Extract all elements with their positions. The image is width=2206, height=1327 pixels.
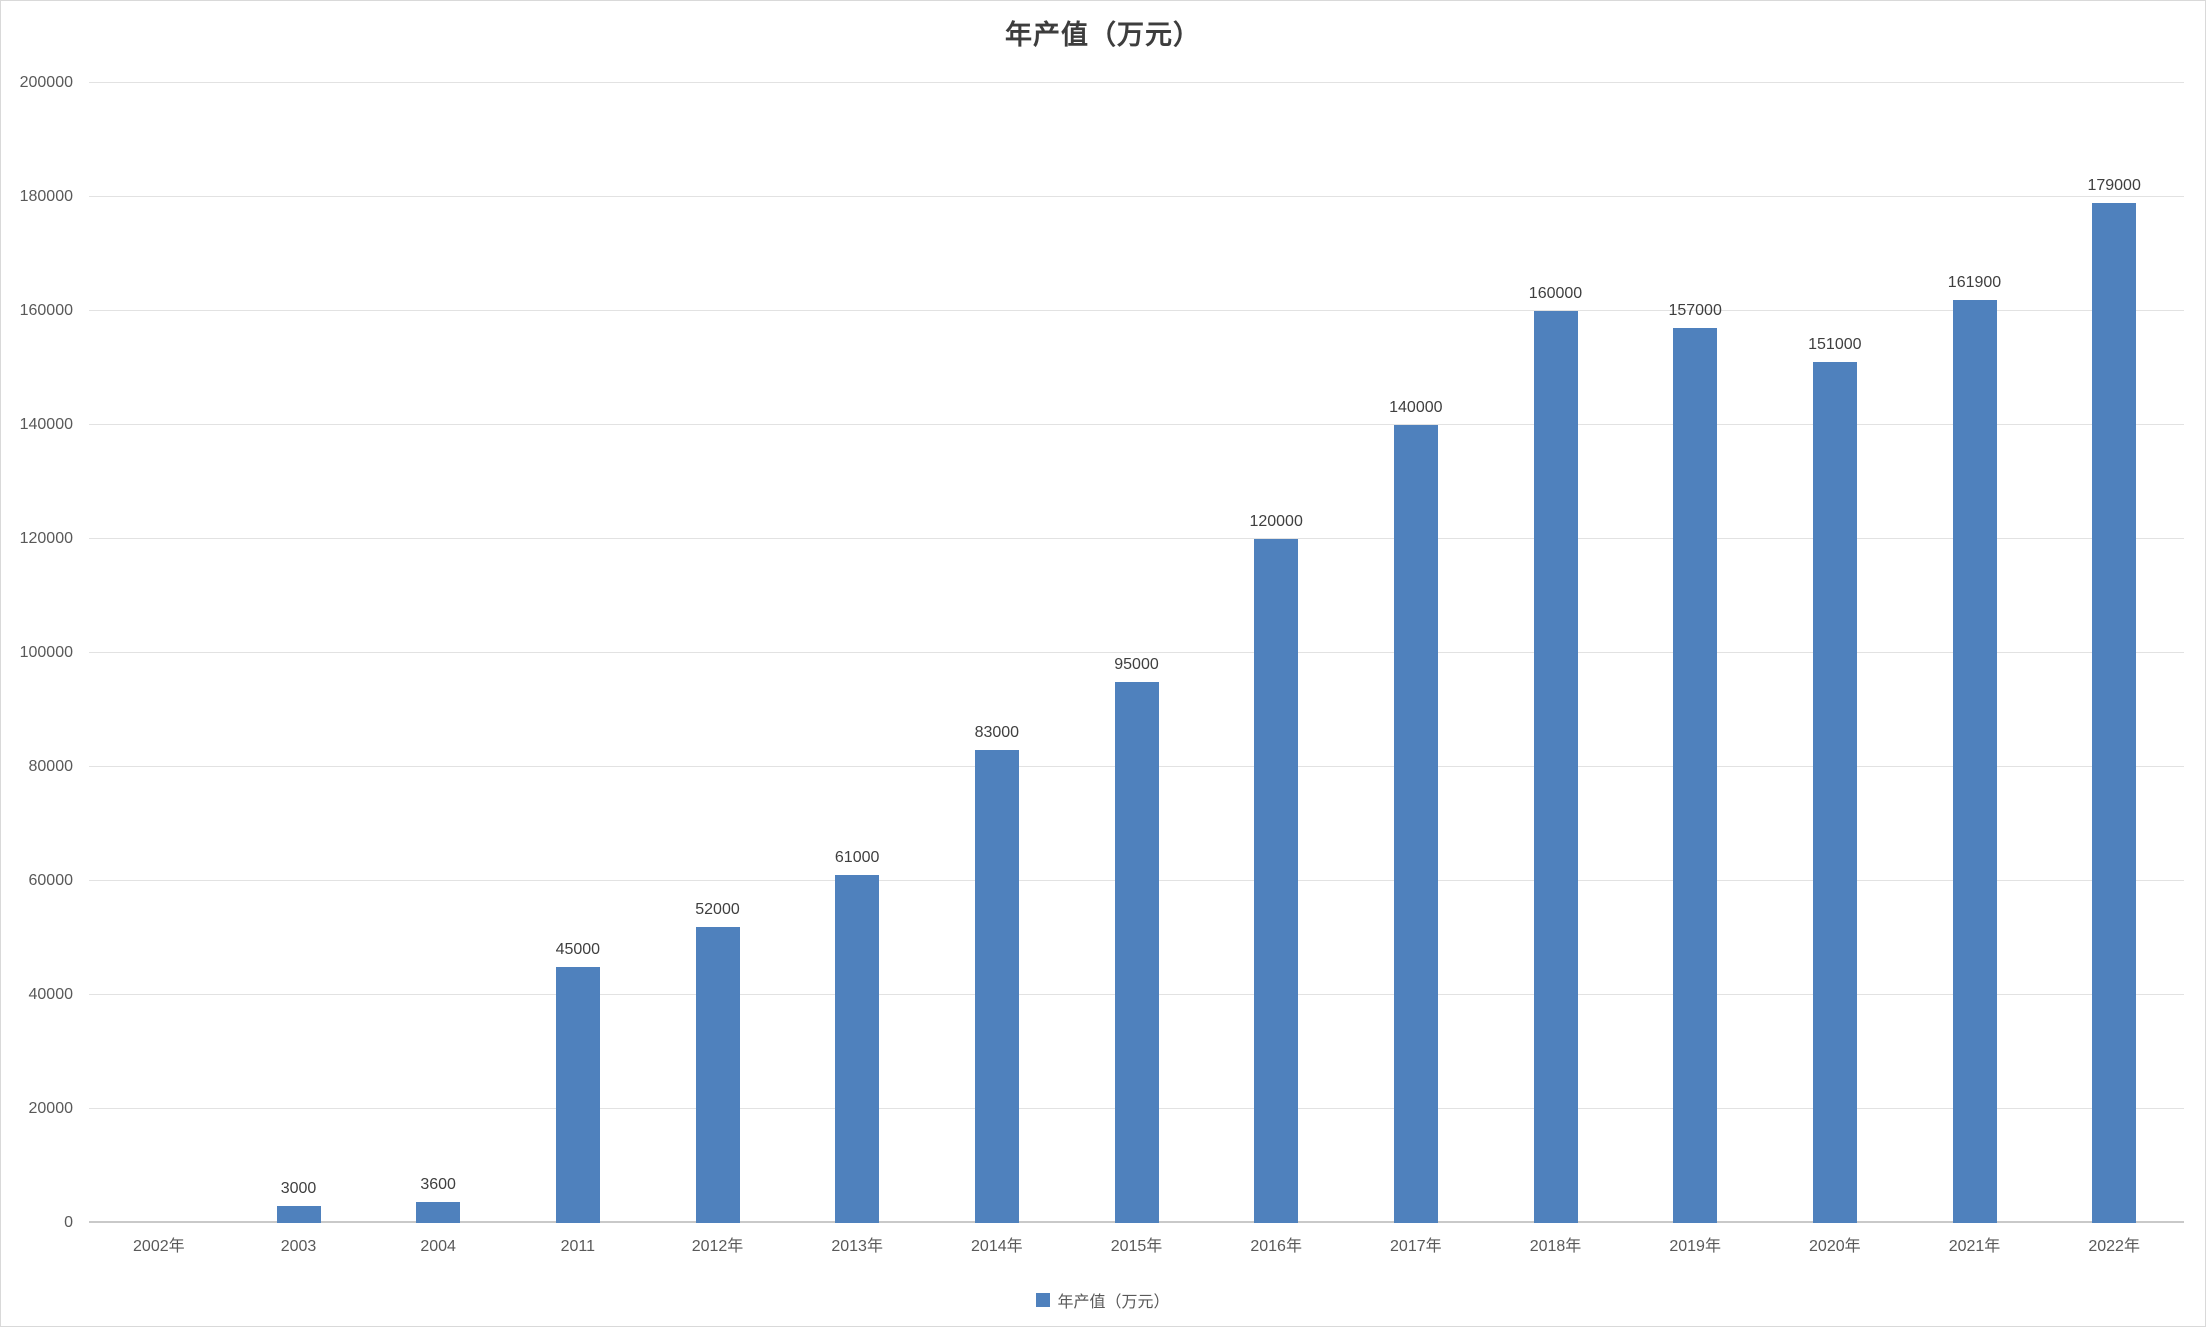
data-label: 120000 — [1249, 513, 1303, 530]
y-tick-label: 20000 — [28, 1100, 74, 1117]
bar-2012年 — [695, 926, 740, 1223]
bar-2017年 — [1393, 425, 1438, 1223]
bar-2015年 — [1114, 681, 1159, 1223]
data-label: 151000 — [1808, 336, 1862, 354]
x-tick-label: 2018年 — [1529, 1238, 1582, 1255]
x-tick-label: 2016年 — [1250, 1238, 1302, 1255]
x-tick-label: 2004 — [420, 1238, 456, 1255]
data-label: 61000 — [834, 849, 880, 867]
gridline — [89, 310, 2184, 311]
legend-label: 年产值（万元） — [1057, 1294, 1170, 1311]
data-label: 95000 — [1114, 655, 1159, 673]
gridline — [89, 82, 2184, 83]
x-tick-label: 2020年 — [1809, 1238, 1861, 1255]
legend-swatch-icon — [1036, 1293, 1051, 1307]
x-tick-label: 2013年 — [831, 1238, 883, 1255]
data-label: 157000 — [1668, 302, 1722, 320]
data-label: 179000 — [2087, 176, 2141, 194]
bar-2019年 — [1673, 328, 1718, 1223]
data-label: 3600 — [420, 1176, 456, 1194]
y-tick-label: 180000 — [19, 188, 73, 205]
bar-2016年 — [1254, 539, 1299, 1223]
bar-2004 — [416, 1202, 461, 1223]
bar-2020年 — [1812, 362, 1857, 1223]
y-tick-label: 40000 — [28, 986, 74, 1003]
bar-2021年 — [1952, 300, 1997, 1223]
data-label: 83000 — [974, 723, 1020, 741]
y-tick-label: 140000 — [19, 416, 73, 433]
x-tick-label: 2017年 — [1390, 1238, 1442, 1255]
bar-2018年 — [1533, 311, 1578, 1223]
y-tick-label: 0 — [64, 1214, 73, 1231]
x-tick-label: 2011 — [560, 1238, 596, 1255]
y-tick-label: 120000 — [19, 530, 73, 547]
data-label: 160000 — [1528, 285, 1583, 302]
x-tick-label: 2015年 — [1110, 1238, 1163, 1255]
x-tick-label: 2003 — [280, 1238, 317, 1255]
y-tick-label: 60000 — [28, 872, 74, 889]
legend: 年产值（万元） — [1, 1288, 2205, 1312]
bar-2013年 — [835, 875, 880, 1223]
y-tick-label: 100000 — [19, 644, 73, 661]
gridline — [89, 652, 2184, 653]
data-label: 45000 — [555, 940, 601, 958]
x-tick-label: 2021年 — [1948, 1238, 2001, 1255]
gridline — [89, 424, 2184, 425]
bar-2003 — [276, 1205, 321, 1223]
data-label: 161900 — [1947, 274, 2002, 292]
data-label: 3000 — [280, 1179, 317, 1197]
chart-title: 年产值（万元） — [1005, 20, 1201, 50]
data-label: 140000 — [1389, 399, 1443, 416]
bar-2022年 — [2092, 202, 2137, 1223]
plot-area: 0 20000 40000 60000 80000 100000 120000 140000 1… — [20, 75, 2184, 1255]
gridline — [89, 196, 2184, 197]
x-tick-label: 2002年 — [133, 1238, 185, 1255]
gridline — [89, 538, 2184, 539]
bar-2011 — [555, 966, 600, 1223]
data-label: 52000 — [695, 900, 740, 918]
x-tick-label: 2012年 — [691, 1238, 744, 1255]
x-tick-label: 2022年 — [2088, 1238, 2140, 1255]
y-tick-label: 160000 — [19, 302, 73, 319]
x-tick-label: 2019年 — [1669, 1238, 1721, 1255]
y-tick-label: 200000 — [19, 74, 73, 91]
y-tick-label: 80000 — [28, 758, 74, 775]
x-tick-label: 2014年 — [971, 1238, 1023, 1255]
bar-2014年 — [974, 749, 1019, 1223]
